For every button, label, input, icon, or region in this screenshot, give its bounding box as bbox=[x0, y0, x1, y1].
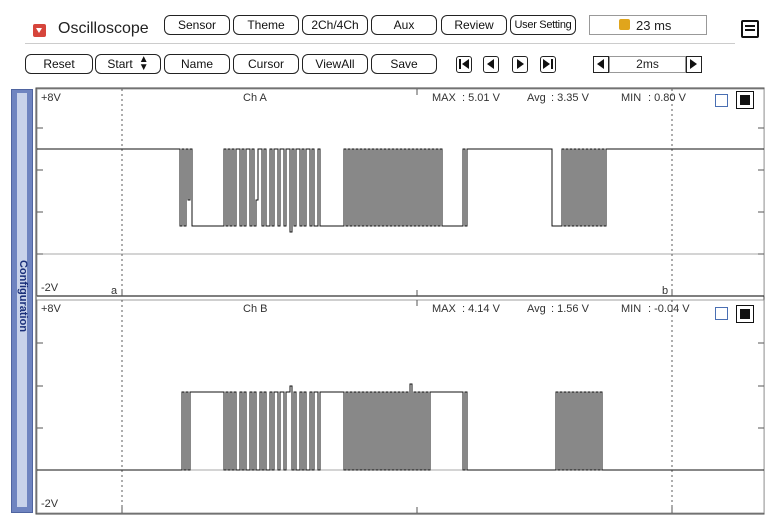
channel-a-max-value: : 5.01 V bbox=[462, 92, 501, 104]
skip-last-icon[interactable] bbox=[540, 56, 556, 73]
channel-b-avg-value: : 1.56 V bbox=[551, 303, 590, 315]
sensor-button[interactable]: Sensor bbox=[164, 15, 230, 35]
start-label: Start bbox=[107, 57, 133, 71]
save-button[interactable]: Save bbox=[371, 54, 437, 74]
configuration-sidebar[interactable]: Configuration bbox=[11, 89, 33, 513]
channel-b-max-label: MAX bbox=[432, 303, 457, 315]
timebase-increase-icon[interactable] bbox=[686, 56, 702, 73]
channel-a-bottom-label: -2V bbox=[41, 282, 59, 294]
channel-b-bottom-label: -2V bbox=[41, 498, 59, 510]
app-menu-icon[interactable] bbox=[33, 24, 46, 37]
channel-b-avg-label: Avg bbox=[527, 303, 546, 315]
viewall-button[interactable]: ViewAll bbox=[302, 54, 368, 74]
user-setting-button[interactable]: User Setting bbox=[510, 15, 576, 35]
aux-button[interactable]: Aux bbox=[371, 15, 437, 35]
start-button[interactable]: Start ▲ ▼ bbox=[95, 54, 161, 74]
timebase-value: 2ms bbox=[609, 56, 686, 73]
step-forward-icon[interactable] bbox=[512, 56, 528, 73]
channel-b-name: Ch B bbox=[243, 303, 267, 315]
status-time-text: 23 ms bbox=[636, 18, 672, 33]
channel-b-min-label: MIN bbox=[621, 303, 641, 315]
status-time-box: 23 ms bbox=[589, 15, 707, 35]
channel-a-enable-toggle[interactable] bbox=[736, 91, 754, 109]
channel-a-min-label: MIN bbox=[621, 92, 641, 104]
timer-icon bbox=[619, 19, 630, 30]
channel-a-avg-label: Avg bbox=[527, 92, 546, 104]
channel-b-plot: +8V -2V Ch B MAX : 4.14 V Avg : 1.56 V M… bbox=[36, 299, 765, 514]
step-back-icon[interactable] bbox=[483, 56, 499, 73]
channel-a-name: Ch A bbox=[243, 92, 268, 104]
channel-a-avg-value: : 3.35 V bbox=[551, 92, 590, 104]
skip-first-icon[interactable] bbox=[456, 56, 472, 73]
channel-b-checkbox[interactable] bbox=[715, 307, 728, 320]
channel-mode-button[interactable]: 2Ch/4Ch bbox=[302, 15, 368, 35]
channel-b-trace bbox=[37, 383, 764, 471]
app-title: Oscilloscope bbox=[58, 20, 149, 37]
reset-button[interactable]: Reset bbox=[25, 54, 93, 74]
cursor-b-label: b bbox=[662, 285, 668, 297]
channel-a-min-value: : 0.80 V bbox=[648, 92, 687, 104]
channel-a-max-label: MAX bbox=[432, 92, 457, 104]
channel-a-plot: +8V -2V Ch A MAX : 5.01 V Avg : 3.35 V M… bbox=[36, 88, 765, 297]
theme-button[interactable]: Theme bbox=[233, 15, 299, 35]
channel-b-min-value: : -0.04 V bbox=[648, 303, 690, 315]
review-button[interactable]: Review bbox=[441, 15, 507, 35]
channel-b-max-value: : 4.14 V bbox=[462, 303, 501, 315]
name-button[interactable]: Name bbox=[164, 54, 230, 74]
spinner-icon: ▲ ▼ bbox=[138, 54, 149, 73]
channel-a-top-label: +8V bbox=[41, 92, 62, 104]
toolbar-divider bbox=[25, 43, 735, 44]
cursor-button[interactable]: Cursor bbox=[233, 54, 299, 74]
window-toggle-icon[interactable] bbox=[741, 20, 759, 38]
channel-a-trace bbox=[37, 148, 764, 233]
channel-a-checkbox[interactable] bbox=[715, 94, 728, 107]
cursor-a-label: a bbox=[111, 285, 118, 297]
channel-b-enable-toggle[interactable] bbox=[736, 305, 754, 323]
channel-b-top-label: +8V bbox=[41, 303, 62, 315]
timebase-decrease-icon[interactable] bbox=[593, 56, 609, 73]
